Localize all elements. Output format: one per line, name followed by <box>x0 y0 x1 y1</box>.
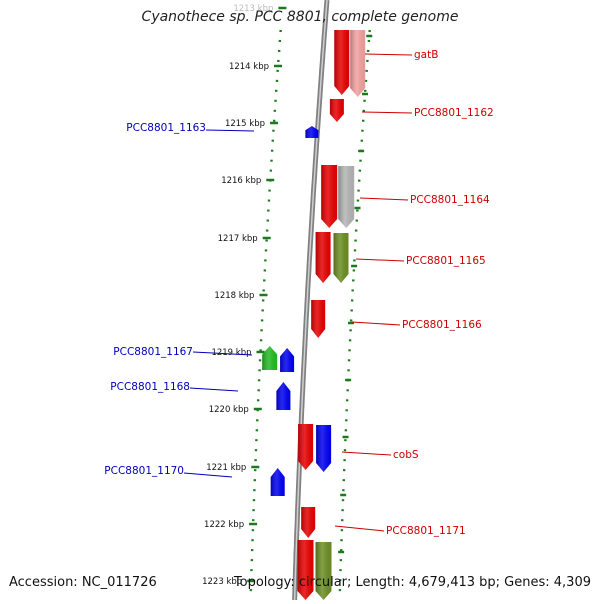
gene-label-leader-line <box>341 451 392 456</box>
gene-label-leader-line <box>351 321 401 326</box>
gene-arrow-pcc8801_1167 <box>280 348 295 372</box>
gene-arrow-gatb <box>334 30 350 95</box>
gene-label-cobs[interactable]: cobS <box>393 449 419 461</box>
ruler-tick-label: 1213 kbp <box>233 4 273 14</box>
genome-backbone-highlight <box>293 0 328 601</box>
gene-arrow-gatb <box>350 30 366 97</box>
ruler-tick-label: 1221 kbp <box>206 463 246 473</box>
ruler-right-dotted-line <box>338 29 371 599</box>
gene-track <box>262 30 366 600</box>
ruler-tick-label: 1217 kbp <box>218 234 258 244</box>
ruler-tick-label: 1216 kbp <box>221 176 261 186</box>
gene-label-pcc8801_1162[interactable]: PCC8801_1162 <box>414 107 494 119</box>
gene-label-leader-line <box>359 197 409 201</box>
gene-arrow-pcc8801_1165 <box>315 232 331 283</box>
gene-arrow-pcc8801_1168 <box>276 382 291 410</box>
ruler-tick-label: 1223 kbp <box>202 577 242 587</box>
gene-label-gatb[interactable]: gatB <box>414 49 438 61</box>
ruler-tick-label: 1218 kbp <box>214 291 254 301</box>
gene-label-pcc8801_1163[interactable]: PCC8801_1163 <box>126 122 206 134</box>
gene-label-leader-line <box>183 472 233 478</box>
ruler-left-dotted-line <box>249 29 282 599</box>
gene-arrow-pcc8801_1171 <box>315 542 332 600</box>
gene-label-leader-line <box>361 111 413 114</box>
backbone <box>292 0 330 601</box>
gene-label-leader-line <box>364 53 413 56</box>
gene-arrow-pcc8801_1171 <box>297 540 314 600</box>
gene-label-leader-line <box>334 525 385 532</box>
ruler-tick-label: 1215 kbp <box>225 119 265 129</box>
gene-label-pcc8801_1171[interactable]: PCC8801_1171 <box>386 525 466 537</box>
gene-label-pcc8801_1166[interactable]: PCC8801_1166 <box>402 319 482 331</box>
gene-label-pcc8801_1167[interactable]: PCC8801_1167 <box>113 346 193 358</box>
gene-label-leader-line <box>192 351 253 356</box>
gene-arrow-pcc8801_1170 <box>270 468 285 496</box>
ruler-tick-label: 1219 kbp <box>211 348 251 358</box>
ruler-tick-label: 1220 kbp <box>209 405 249 415</box>
accession-text: Accession: NC_011726 <box>9 575 157 590</box>
gene-arrow-cobs <box>316 425 332 472</box>
gene-arrow-pcc8801_1164 <box>321 165 338 228</box>
gene-label-pcc8801_1170[interactable]: PCC8801_1170 <box>104 465 184 477</box>
genome-summary-text: Topology: circular; Length: 4,679,413 bp… <box>233 575 591 590</box>
gene-arrow-pcc8801_1165 <box>333 233 349 283</box>
gene-arrow-pcc8801_1162 <box>329 99 344 122</box>
ruler-tick-label: 1214 kbp <box>229 62 269 72</box>
ruler: 1213 kbp 1214 kbp 1215 kbp 1216 kbp 1217 kbp… <box>202 4 373 599</box>
gene-labels: gatB PCC8801_1162 PCC8801_1163 PCC8801_1164… <box>104 49 493 537</box>
gene-arrow-pcc8801_1167 <box>262 346 278 370</box>
gene-arrow-cobs <box>298 424 314 470</box>
gene-label-pcc8801_1164[interactable]: PCC8801_1164 <box>410 194 490 206</box>
gene-label-pcc8801_1165[interactable]: PCC8801_1165 <box>406 255 486 267</box>
gene-label-pcc8801_1168[interactable]: PCC8801_1168 <box>110 381 190 393</box>
gene-arrow-pcc8801_1166 <box>311 300 326 338</box>
gene-arrow-pcc8801_1171 <box>301 507 316 538</box>
gene-arrow-pcc8801_1163 <box>305 126 319 138</box>
gene-label-leader-line <box>355 258 405 262</box>
gene-label-leader-line <box>189 387 239 392</box>
gene-arrow-pcc8801_1164 <box>338 166 355 228</box>
map-title: Cyanothece sp. PCC 8801, complete genome <box>141 9 459 25</box>
ruler-tick-label: 1222 kbp <box>204 520 244 530</box>
gene-label-leader-line <box>205 129 255 132</box>
